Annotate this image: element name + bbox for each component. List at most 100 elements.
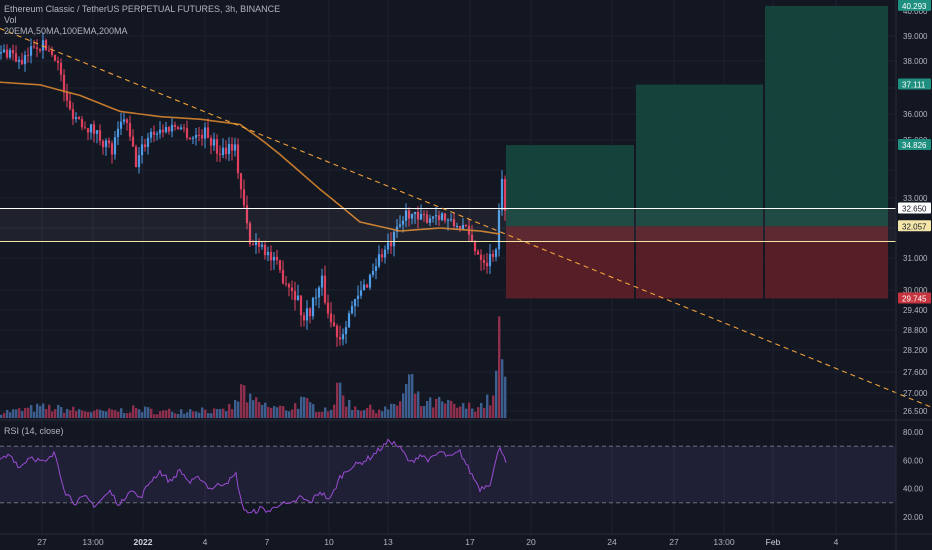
- volume-bar: [228, 403, 231, 418]
- volume-bar: [99, 409, 102, 418]
- candle-body: [8, 49, 12, 58]
- candle-body: [158, 129, 162, 134]
- candle-body: [62, 74, 66, 93]
- volume-bar: [33, 411, 36, 418]
- candle-body: [323, 275, 327, 303]
- volume-bar: [294, 403, 297, 418]
- volume-bar: [12, 409, 15, 418]
- volume-bar: [393, 403, 396, 418]
- candle-body: [242, 189, 246, 206]
- volume-bar: [192, 411, 195, 418]
- support-zone[interactable]: [0, 207, 896, 243]
- candle-body: [185, 128, 189, 138]
- candle-body: [440, 213, 444, 220]
- candle-body: [110, 143, 114, 155]
- candle-body: [230, 143, 234, 151]
- volume-bar: [9, 412, 12, 418]
- rsi-legend: RSI (14, close): [4, 426, 64, 436]
- candle-body: [245, 205, 249, 224]
- rsi-tick-label: 20.00: [903, 513, 924, 522]
- candle-body: [170, 124, 174, 132]
- candle-body: [74, 117, 78, 120]
- candle-body: [236, 144, 240, 174]
- volume-bar: [114, 410, 117, 418]
- volume-bar: [225, 411, 228, 418]
- candle-body: [188, 137, 192, 139]
- volume-bar: [504, 376, 507, 418]
- volume-bar: [87, 411, 90, 418]
- volume-bar: [222, 408, 225, 418]
- candle-body: [428, 218, 432, 223]
- candle-body: [176, 126, 180, 130]
- candle-body: [206, 127, 210, 138]
- volume-bar: [66, 408, 69, 418]
- zone-fill: [0, 208, 896, 242]
- candle-body: [401, 220, 405, 225]
- candle-body: [68, 100, 72, 110]
- candle-body: [89, 124, 93, 133]
- volume-bar: [351, 410, 354, 418]
- volume-bar: [147, 407, 150, 418]
- price-tick-label: 28.200: [903, 346, 928, 355]
- candle-body: [50, 50, 54, 55]
- volume-bar: [462, 403, 465, 418]
- candle-body: [404, 210, 408, 221]
- candle-body: [59, 62, 63, 75]
- chart-title: Ethereum Classic / TetherUS PERPETUAL FU…: [4, 4, 281, 14]
- candle-body: [215, 139, 219, 154]
- volume-bar: [360, 410, 363, 418]
- candle-body: [98, 130, 102, 141]
- time-tick-label: 13:00: [82, 537, 104, 547]
- candle-body: [383, 249, 387, 258]
- volume-bar: [471, 408, 474, 418]
- candle-body: [464, 225, 468, 227]
- stop-loss-box: [506, 226, 634, 299]
- volume-bar: [267, 406, 270, 418]
- candle-body: [203, 127, 207, 139]
- volume-bar: [186, 412, 189, 418]
- volume-bar: [63, 412, 66, 418]
- volume-bar: [81, 410, 84, 418]
- price-tick-label: 38.000: [903, 57, 928, 66]
- candle-body: [116, 128, 120, 138]
- candle-body: [413, 211, 417, 214]
- volume-bar: [69, 410, 72, 418]
- candle-body: [20, 59, 24, 65]
- volume-bar: [36, 403, 39, 418]
- volume-bar: [261, 404, 264, 418]
- trendline-group[interactable]: [0, 27, 932, 408]
- candle-body: [29, 46, 33, 56]
- candle-body: [35, 47, 39, 49]
- volume-bar: [276, 407, 279, 418]
- volume-bar: [177, 414, 180, 418]
- price-badge-label: 32.650: [902, 205, 927, 214]
- volume-bar: [495, 370, 498, 418]
- candle-body: [470, 234, 474, 242]
- volume-bar: [162, 410, 165, 418]
- price-tick-label: 31.000: [903, 254, 928, 263]
- price-badge: [898, 292, 931, 304]
- volume-bar: [111, 409, 114, 418]
- candle-body: [287, 284, 291, 288]
- volume-bar: [465, 408, 468, 418]
- volume-bar: [405, 383, 408, 418]
- take-profit-box: [506, 145, 634, 227]
- volume-bar: [174, 413, 177, 418]
- volume-bar: [57, 404, 60, 418]
- volume-bar: [72, 406, 75, 418]
- volume-bars: [0, 316, 507, 418]
- volume-bar: [75, 411, 78, 418]
- candle-body: [101, 140, 105, 148]
- volume-bar: [96, 409, 99, 418]
- volume-bar: [273, 406, 276, 418]
- candle-body: [416, 211, 420, 220]
- volume-bar: [501, 359, 504, 418]
- axes: 40.00039.00038.00036.00035.00033.00031.0…: [37, 0, 931, 550]
- volume-bar: [270, 407, 273, 418]
- candle-body: [122, 119, 126, 122]
- candle-body: [455, 225, 459, 227]
- price-badge: [898, 78, 931, 90]
- volume-bar: [417, 391, 420, 418]
- time-tick-label: 27: [669, 537, 679, 547]
